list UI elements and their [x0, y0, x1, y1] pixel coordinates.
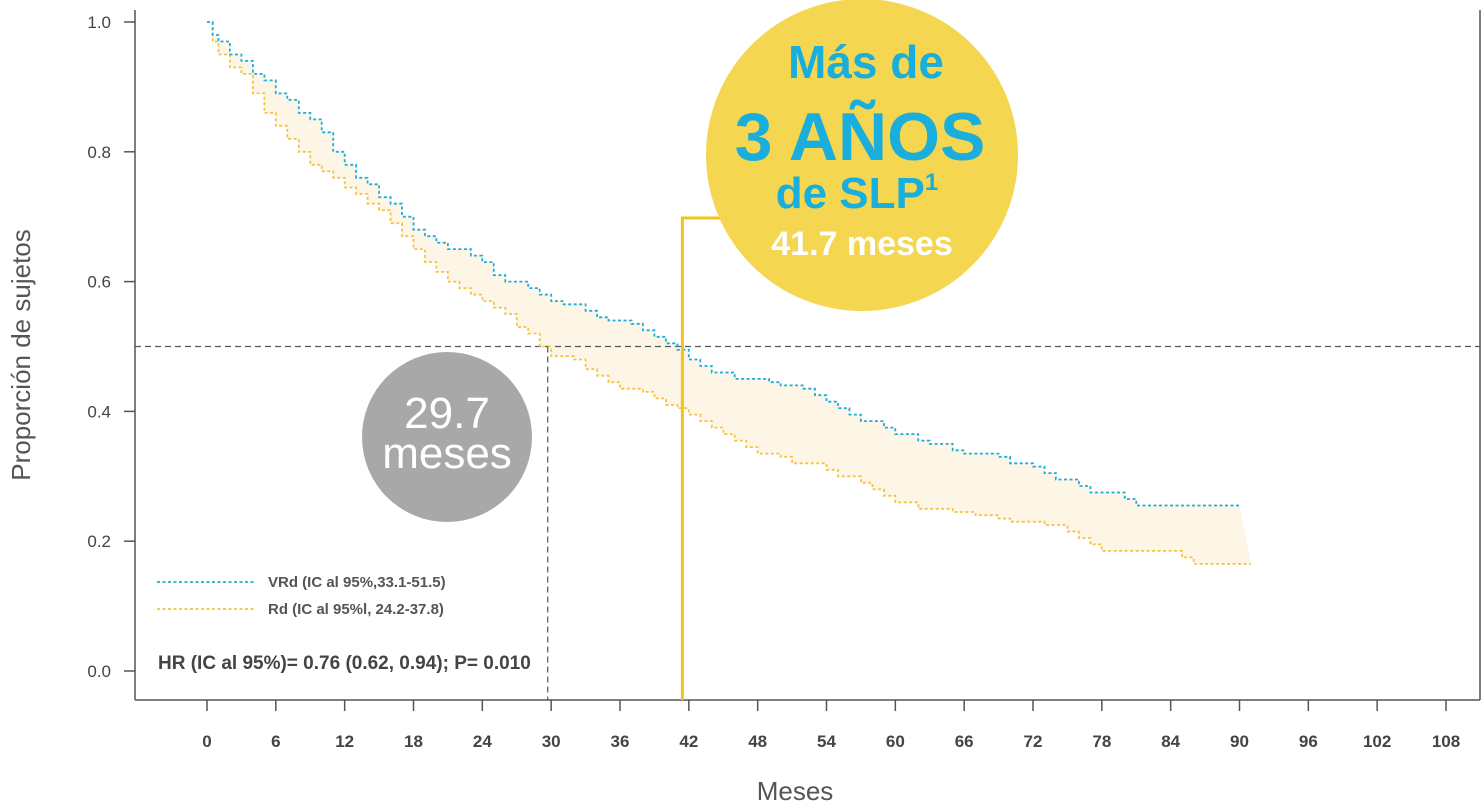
x-tick-label: 84	[1161, 732, 1180, 751]
legend-rd-label: Rd (IC al 95%l, 24.2-37.8)	[268, 601, 444, 618]
vrd-callout-line1: Más de	[788, 36, 944, 88]
rd-median-circle	[362, 352, 532, 522]
vrd-callout-line2: 3 AÑOS	[735, 99, 986, 175]
y-tick-label: 0.8	[87, 143, 111, 162]
x-tick-label: 42	[679, 732, 698, 751]
vrd-callout-line3-main: de SLP	[776, 169, 925, 218]
y-tick-label: 0.2	[87, 532, 111, 551]
legend-vrd-label: VRd (IC al 95%,33.1-51.5)	[268, 574, 446, 591]
x-tick-label: 60	[886, 732, 905, 751]
rd-median-callout: 29.7 meses	[362, 352, 532, 522]
x-tick-label: 36	[611, 732, 630, 751]
x-tick-label: 48	[748, 732, 767, 751]
x-tick-label: 24	[473, 732, 492, 751]
x-tick-label: 6	[271, 732, 280, 751]
rd-curve	[207, 21, 1251, 565]
rd-median-value: 29.7	[404, 389, 490, 438]
x-axis-title: Meses	[757, 776, 834, 806]
x-tick-label: 72	[1024, 732, 1043, 751]
vrd-median-callout: Más de 3 AÑOS de SLP1 41.7 meses	[706, 0, 1018, 311]
x-tick-label: 30	[542, 732, 561, 751]
x-tick-label: 18	[404, 732, 423, 751]
y-tick-label: 0.6	[87, 273, 111, 292]
vrd-median-connector	[680, 216, 720, 700]
vrd-curve	[207, 21, 1240, 507]
x-tick-label: 66	[955, 732, 974, 751]
vrd-callout-line4: 41.7 meses	[771, 225, 953, 263]
x-tick-label: 90	[1230, 732, 1249, 751]
vrd-median-circle	[706, 0, 1018, 311]
x-tick-label: 54	[817, 732, 836, 751]
x-ticks: 0 6 12 18 24 30 36 42 48 54 60 66 72 78 84 90 96 102 108	[202, 700, 1460, 751]
legend: VRd (IC al 95%,33.1-51.5) Rd (IC al 95%l…	[157, 574, 446, 618]
x-tick-label: 0	[202, 732, 211, 751]
vrd-callout-line3: de SLP1	[776, 169, 939, 218]
x-tick-label: 108	[1432, 732, 1460, 751]
difference-band	[207, 22, 1251, 564]
y-tick-label: 1.0	[87, 13, 111, 32]
rd-median-unit: meses	[382, 429, 512, 478]
x-tick-label: 78	[1092, 732, 1111, 751]
y-axis-title: Proporción de sujetos	[6, 229, 36, 480]
y-tick-label: 0.0	[87, 662, 111, 681]
x-tick-label: 102	[1363, 732, 1391, 751]
vrd-callout-superscript: 1	[925, 169, 938, 196]
hazard-ratio-text: HR (IC al 95%)= 0.76 (0.62, 0.94); P= 0.…	[158, 653, 531, 674]
y-ticks: 0.0 0.2 0.4 0.6 0.8 1.0	[87, 13, 135, 681]
y-tick-label: 0.4	[87, 402, 111, 421]
x-tick-label: 12	[335, 732, 354, 751]
x-tick-label: 96	[1299, 732, 1318, 751]
